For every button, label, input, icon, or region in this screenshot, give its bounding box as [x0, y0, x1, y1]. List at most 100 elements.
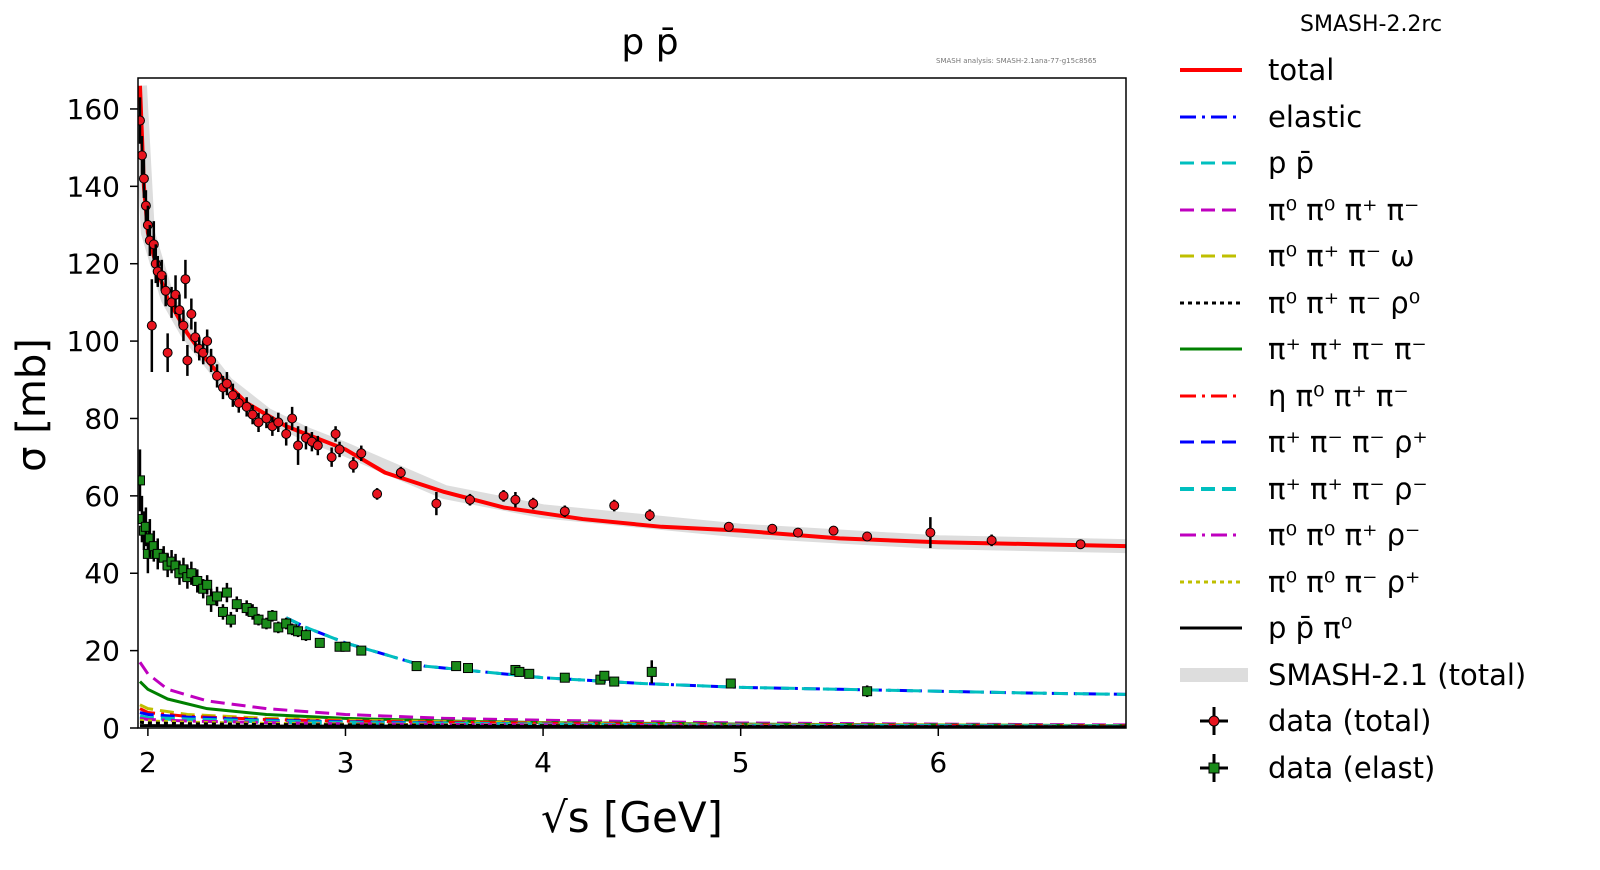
data-point-elastic: [186, 561, 197, 585]
marker-circle: [609, 500, 620, 511]
data-point-total: [160, 275, 171, 307]
data-point-total: [281, 422, 292, 446]
data-point-total: [334, 441, 345, 458]
data-point-total: [326, 447, 337, 467]
data-point-total: [227, 383, 238, 407]
legend-swatch: [1180, 208, 1242, 211]
legend-item: η π⁰ π⁺ π⁻: [1180, 376, 1590, 416]
plot-area: [138, 78, 1126, 728]
marker-circle: [180, 274, 191, 285]
data-point-elastic: [247, 604, 258, 620]
marker-square: [451, 661, 462, 672]
data-point-total: [330, 426, 341, 442]
data-point-elastic: [202, 575, 213, 595]
marker-circle: [528, 498, 539, 509]
marker-circle: [723, 521, 734, 532]
legend-item: π⁰ π⁰ π⁺ π⁻: [1180, 190, 1590, 230]
legend-item: p p̄ π⁰: [1180, 608, 1590, 648]
data-point-total: [609, 499, 620, 512]
data-point-elastic: [225, 611, 236, 628]
legend-swatch: [1200, 707, 1228, 735]
data-point-total: [162, 333, 173, 373]
data-point-total: [138, 97, 145, 144]
marker-circle: [644, 510, 655, 521]
marker-square: [138, 475, 145, 486]
marker-circle: [293, 440, 304, 451]
data-point-elastic: [524, 668, 535, 679]
marker-circle: [281, 428, 292, 439]
data-point-total: [372, 488, 383, 500]
marker-square: [225, 614, 236, 625]
marker-circle: [241, 401, 252, 412]
data-point-elastic: [609, 676, 620, 687]
data-point-total: [186, 298, 197, 330]
legend-swatch: [1180, 161, 1242, 165]
x-tick-label: 6: [929, 746, 947, 779]
marker-square: [267, 610, 278, 621]
legend-item: p p̄: [1180, 143, 1590, 183]
marker-square: [217, 606, 228, 617]
data-point-total: [261, 408, 272, 429]
marker-circle: [138, 115, 145, 126]
marker-circle: [138, 173, 149, 184]
legend-marker-square: [1208, 762, 1220, 773]
legend-swatch: [1180, 68, 1242, 72]
y-tick-label: 140: [67, 170, 120, 203]
marker-circle: [464, 494, 475, 505]
legend-item: data (elast): [1180, 748, 1590, 788]
legend-swatch: [1200, 753, 1228, 782]
legend-label: π⁰ π⁺ π⁻ ρ⁰: [1268, 285, 1421, 320]
marker-circle: [348, 459, 359, 470]
legend-swatch: [1180, 115, 1242, 118]
data-point-total: [986, 534, 997, 547]
legend-band-swatch: [1180, 667, 1248, 682]
data-point-total: [925, 517, 936, 549]
data-point-elastic: [300, 629, 311, 641]
data-point-total: [464, 493, 475, 506]
marker-circle: [233, 398, 244, 408]
data-point-total: [182, 344, 193, 376]
legend-swatch: [1180, 440, 1242, 444]
legend-item: π⁰ π⁰ π⁺ ρ⁻: [1180, 515, 1590, 555]
legend-item: π⁰ π⁰ π⁻ ρ⁺: [1180, 562, 1590, 602]
marker-square: [314, 637, 325, 648]
marker-circle: [828, 525, 839, 536]
data-point-total: [178, 310, 189, 342]
marker-circle: [510, 494, 521, 505]
marker-circle: [138, 150, 147, 161]
marker-circle: [212, 370, 223, 381]
legend-item: π⁺ π⁻ π⁻ ρ⁺: [1180, 422, 1590, 462]
data-point-total: [312, 435, 323, 456]
data-point-elastic: [314, 637, 325, 648]
marker-circle: [273, 417, 284, 428]
marker-square: [356, 645, 367, 656]
data-point-total: [559, 505, 570, 518]
data-point-total: [206, 348, 217, 373]
data-point-total: [348, 457, 359, 473]
legend-label: elastic: [1268, 99, 1363, 134]
marker-circle: [372, 488, 383, 499]
legend-swatch: [1180, 347, 1242, 351]
legend-swatch: [1180, 254, 1242, 258]
legend-label: π⁺ π⁺ π⁻ ρ⁻: [1268, 471, 1428, 506]
legend-label: π⁰ π⁰ π⁺ π⁻: [1268, 192, 1420, 227]
data-point-elastic: [217, 604, 228, 620]
marker-circle: [498, 490, 509, 501]
marker-circle: [326, 452, 337, 463]
marker-square: [599, 670, 610, 681]
data-point-total: [146, 279, 157, 373]
x-tick-label: 3: [337, 746, 355, 779]
marker-circle: [287, 413, 298, 424]
line-series-p-p: [285, 616, 1126, 696]
data-point-total: [138, 159, 149, 198]
marker-square: [646, 666, 657, 677]
x-tick-label: 4: [534, 746, 552, 779]
chart-svg: 2 3 4 5 6 0 20 40 60 80 100 120 140 160 σ [mb] √s [G…: [9, 77, 1127, 842]
data-point-elastic: [411, 661, 422, 672]
legend-label: π⁺ π⁻ π⁻ ρ⁺: [1268, 425, 1428, 459]
legend-label: total: [1268, 53, 1335, 87]
y-tick-label: 60: [84, 480, 120, 513]
marker-square: [609, 676, 620, 687]
data-point-total: [174, 294, 185, 326]
data-point-elastic: [559, 672, 570, 683]
